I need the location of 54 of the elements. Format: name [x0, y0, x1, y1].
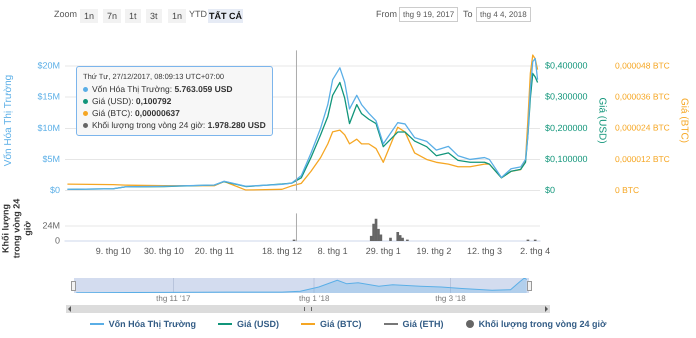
- text: thg 4 4, 2018: [476, 7, 531, 22]
- y-tick-label: $5M: [42, 154, 60, 164]
- x-tick-label: thg 11 '17: [156, 294, 192, 304]
- annotation: Giá (BTC): 0,00000637: [91, 107, 181, 119]
- text: 3t: [146, 9, 162, 23]
- x-tick-label: 2. thg 4: [520, 246, 550, 256]
- y-tick-label: $10M: [37, 122, 60, 133]
- text: YTD: [189, 9, 207, 19]
- y-axis-title: Khối lượng trong vòng 24 giờ: [0, 198, 34, 258]
- y2-tick-label: $0,300000: [545, 92, 588, 102]
- text: thg 9 19, 2017: [399, 7, 458, 22]
- y-tick-label: 0: [54, 236, 60, 246]
- annotation: Vốn Hóa Thị Trường: 5.763.059 USD: [91, 83, 234, 95]
- y3-axis-title: Giá (BTC): [678, 98, 690, 143]
- y3-tick-label: 0,000024 BTC: [615, 122, 670, 133]
- y-axis-title: Vốn Hóa Thị Trường: [2, 74, 14, 166]
- y3-tick-label: 0,000012 BTC: [615, 154, 670, 164]
- y-tick-label: 24M: [42, 220, 60, 231]
- y3-tick-label: 0,000048 BTC: [615, 60, 670, 70]
- y2-tick-label: $0,200000: [545, 122, 588, 133]
- text: 1t: [125, 9, 141, 23]
- legend-label: Vốn Hóa Thị Trường: [108, 319, 196, 329]
- legend-label: Giá (BTC): [320, 319, 362, 329]
- y2-tick-label: $0,400000: [545, 60, 588, 70]
- legend-label: Khối lượng trong vòng 24 giờ: [478, 319, 606, 329]
- x-tick-label: 9. thg 10: [96, 246, 131, 256]
- x-tick-label: 19. thg 2: [416, 246, 452, 256]
- y2-axis-title: Giá (USD): [596, 97, 608, 144]
- legend-label: Giá (ETH): [402, 319, 444, 329]
- text: From: [376, 9, 397, 19]
- y2-tick-label: $0,100000: [545, 154, 588, 164]
- x-tick-label: thg 1 '18: [298, 294, 330, 304]
- x-tick-label: thg 3 '18: [435, 294, 466, 304]
- text: To: [463, 9, 473, 19]
- y-tick-label: $20M: [37, 60, 60, 70]
- y3-tick-label: 0 BTC: [615, 184, 640, 195]
- x-tick-label: 18. thg 12: [262, 246, 302, 256]
- text: 1n: [168, 9, 186, 23]
- y-tick-label: $0: [50, 185, 60, 196]
- legend-label: Giá (USD): [237, 319, 280, 329]
- text: 7n: [103, 9, 122, 23]
- y3-tick-label: 0,000036 BTC: [615, 91, 670, 102]
- annotation: Giá (USD): 0,100792: [91, 95, 172, 107]
- text: Zoom: [54, 9, 78, 19]
- x-tick-label: 30. thg 10: [144, 246, 184, 256]
- x-tick-label: 29. thg 1: [366, 246, 401, 256]
- text: 1n: [80, 9, 98, 23]
- x-tick-label: 20. thg 11: [194, 246, 234, 256]
- text: TẤT CẢ: [208, 9, 243, 23]
- x-tick-label: 12. thg 3: [467, 246, 502, 256]
- y-tick-label: $15M: [37, 92, 60, 102]
- x-tick-label: 8. thg 1: [318, 246, 348, 256]
- y2-tick-label: $0: [545, 185, 556, 196]
- annotation: Khối lượng trong vòng 24 giờ: 1.978.280 USD: [91, 119, 266, 131]
